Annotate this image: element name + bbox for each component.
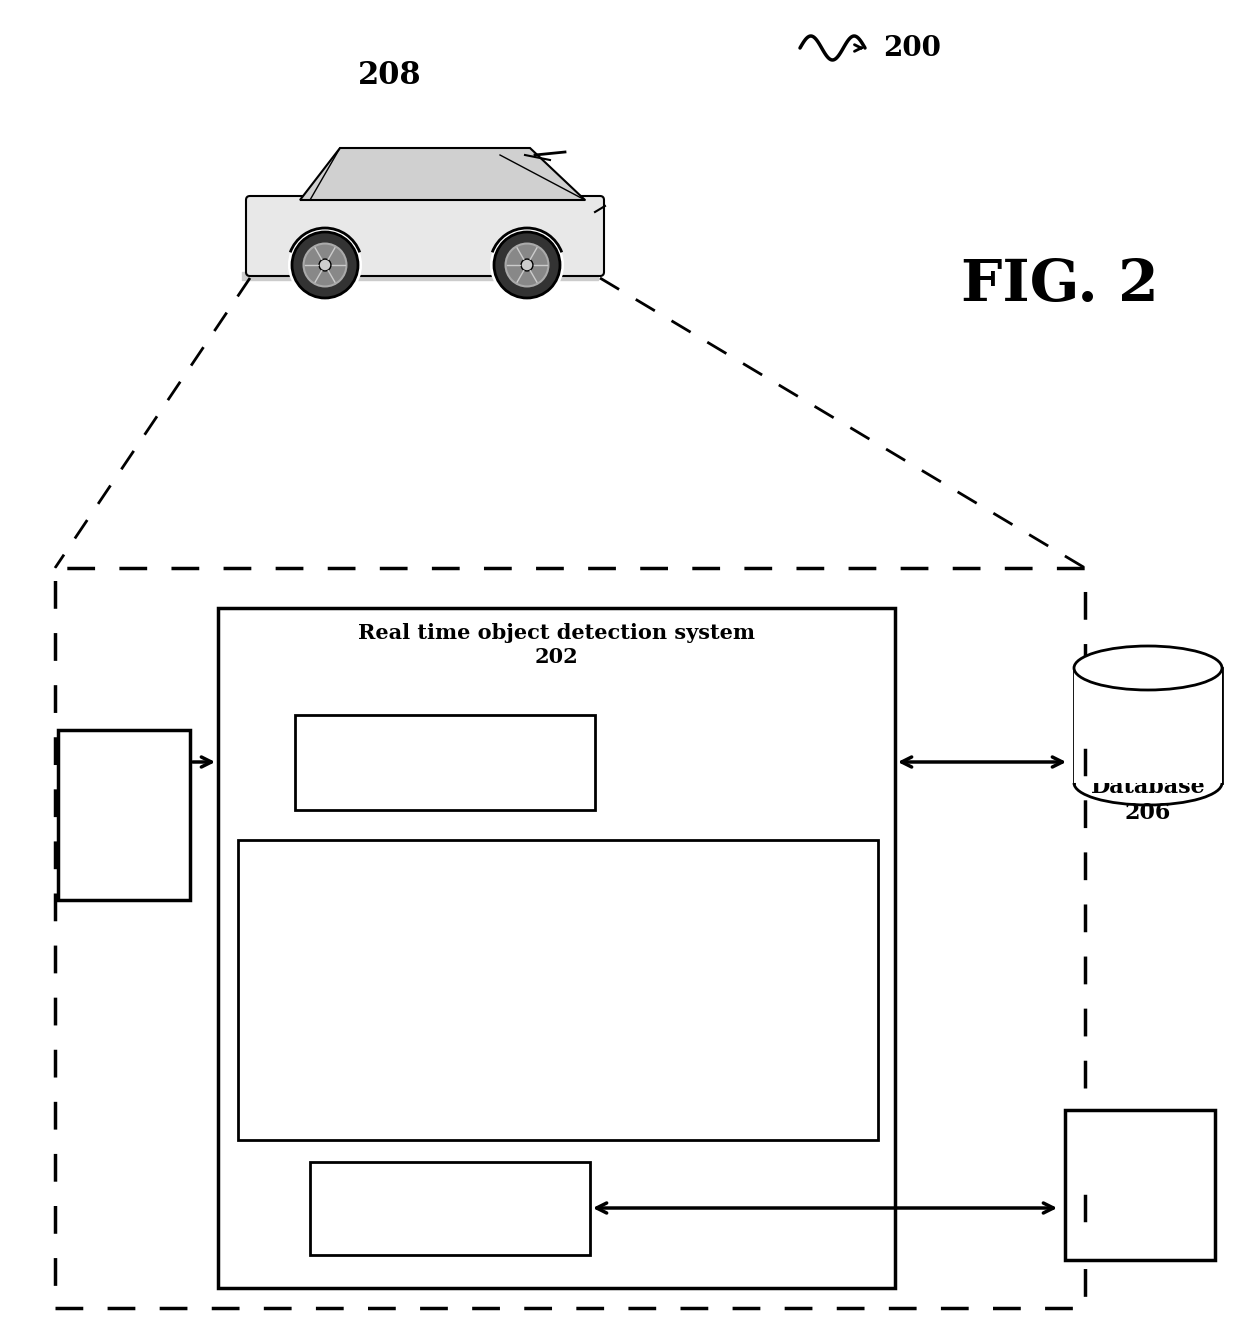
Text: Image
capturing
device
201: Image capturing device 201 (78, 777, 170, 852)
FancyBboxPatch shape (246, 195, 604, 276)
Bar (1065, 1111, 1215, 1260)
Circle shape (288, 227, 362, 302)
Bar (310, 1161, 590, 1255)
Circle shape (490, 227, 564, 302)
Circle shape (304, 244, 346, 286)
Bar (218, 607, 895, 1288)
Bar (238, 840, 878, 1140)
Ellipse shape (1074, 646, 1221, 690)
Bar (55, 569, 1085, 1309)
Circle shape (319, 260, 331, 270)
Circle shape (291, 231, 358, 298)
Bar (1074, 668, 1221, 783)
Bar (295, 714, 595, 809)
Text: Controller 204: Controller 204 (479, 981, 637, 999)
Text: Database
206: Database 206 (1091, 776, 1205, 824)
Text: Display
device
207: Display device 207 (1097, 1152, 1183, 1218)
Polygon shape (300, 149, 585, 199)
Text: Real time object detection system
202: Real time object detection system 202 (358, 624, 755, 666)
Circle shape (521, 260, 533, 270)
Circle shape (494, 231, 560, 298)
Text: 208: 208 (358, 59, 422, 91)
Text: 200: 200 (883, 35, 941, 62)
Text: FIG. 2: FIG. 2 (961, 257, 1159, 313)
Text: Memory
205: Memory 205 (405, 1188, 495, 1227)
Bar (58, 731, 190, 900)
Text: I/O Interface
203: I/O Interface 203 (374, 743, 515, 781)
Circle shape (506, 244, 548, 286)
